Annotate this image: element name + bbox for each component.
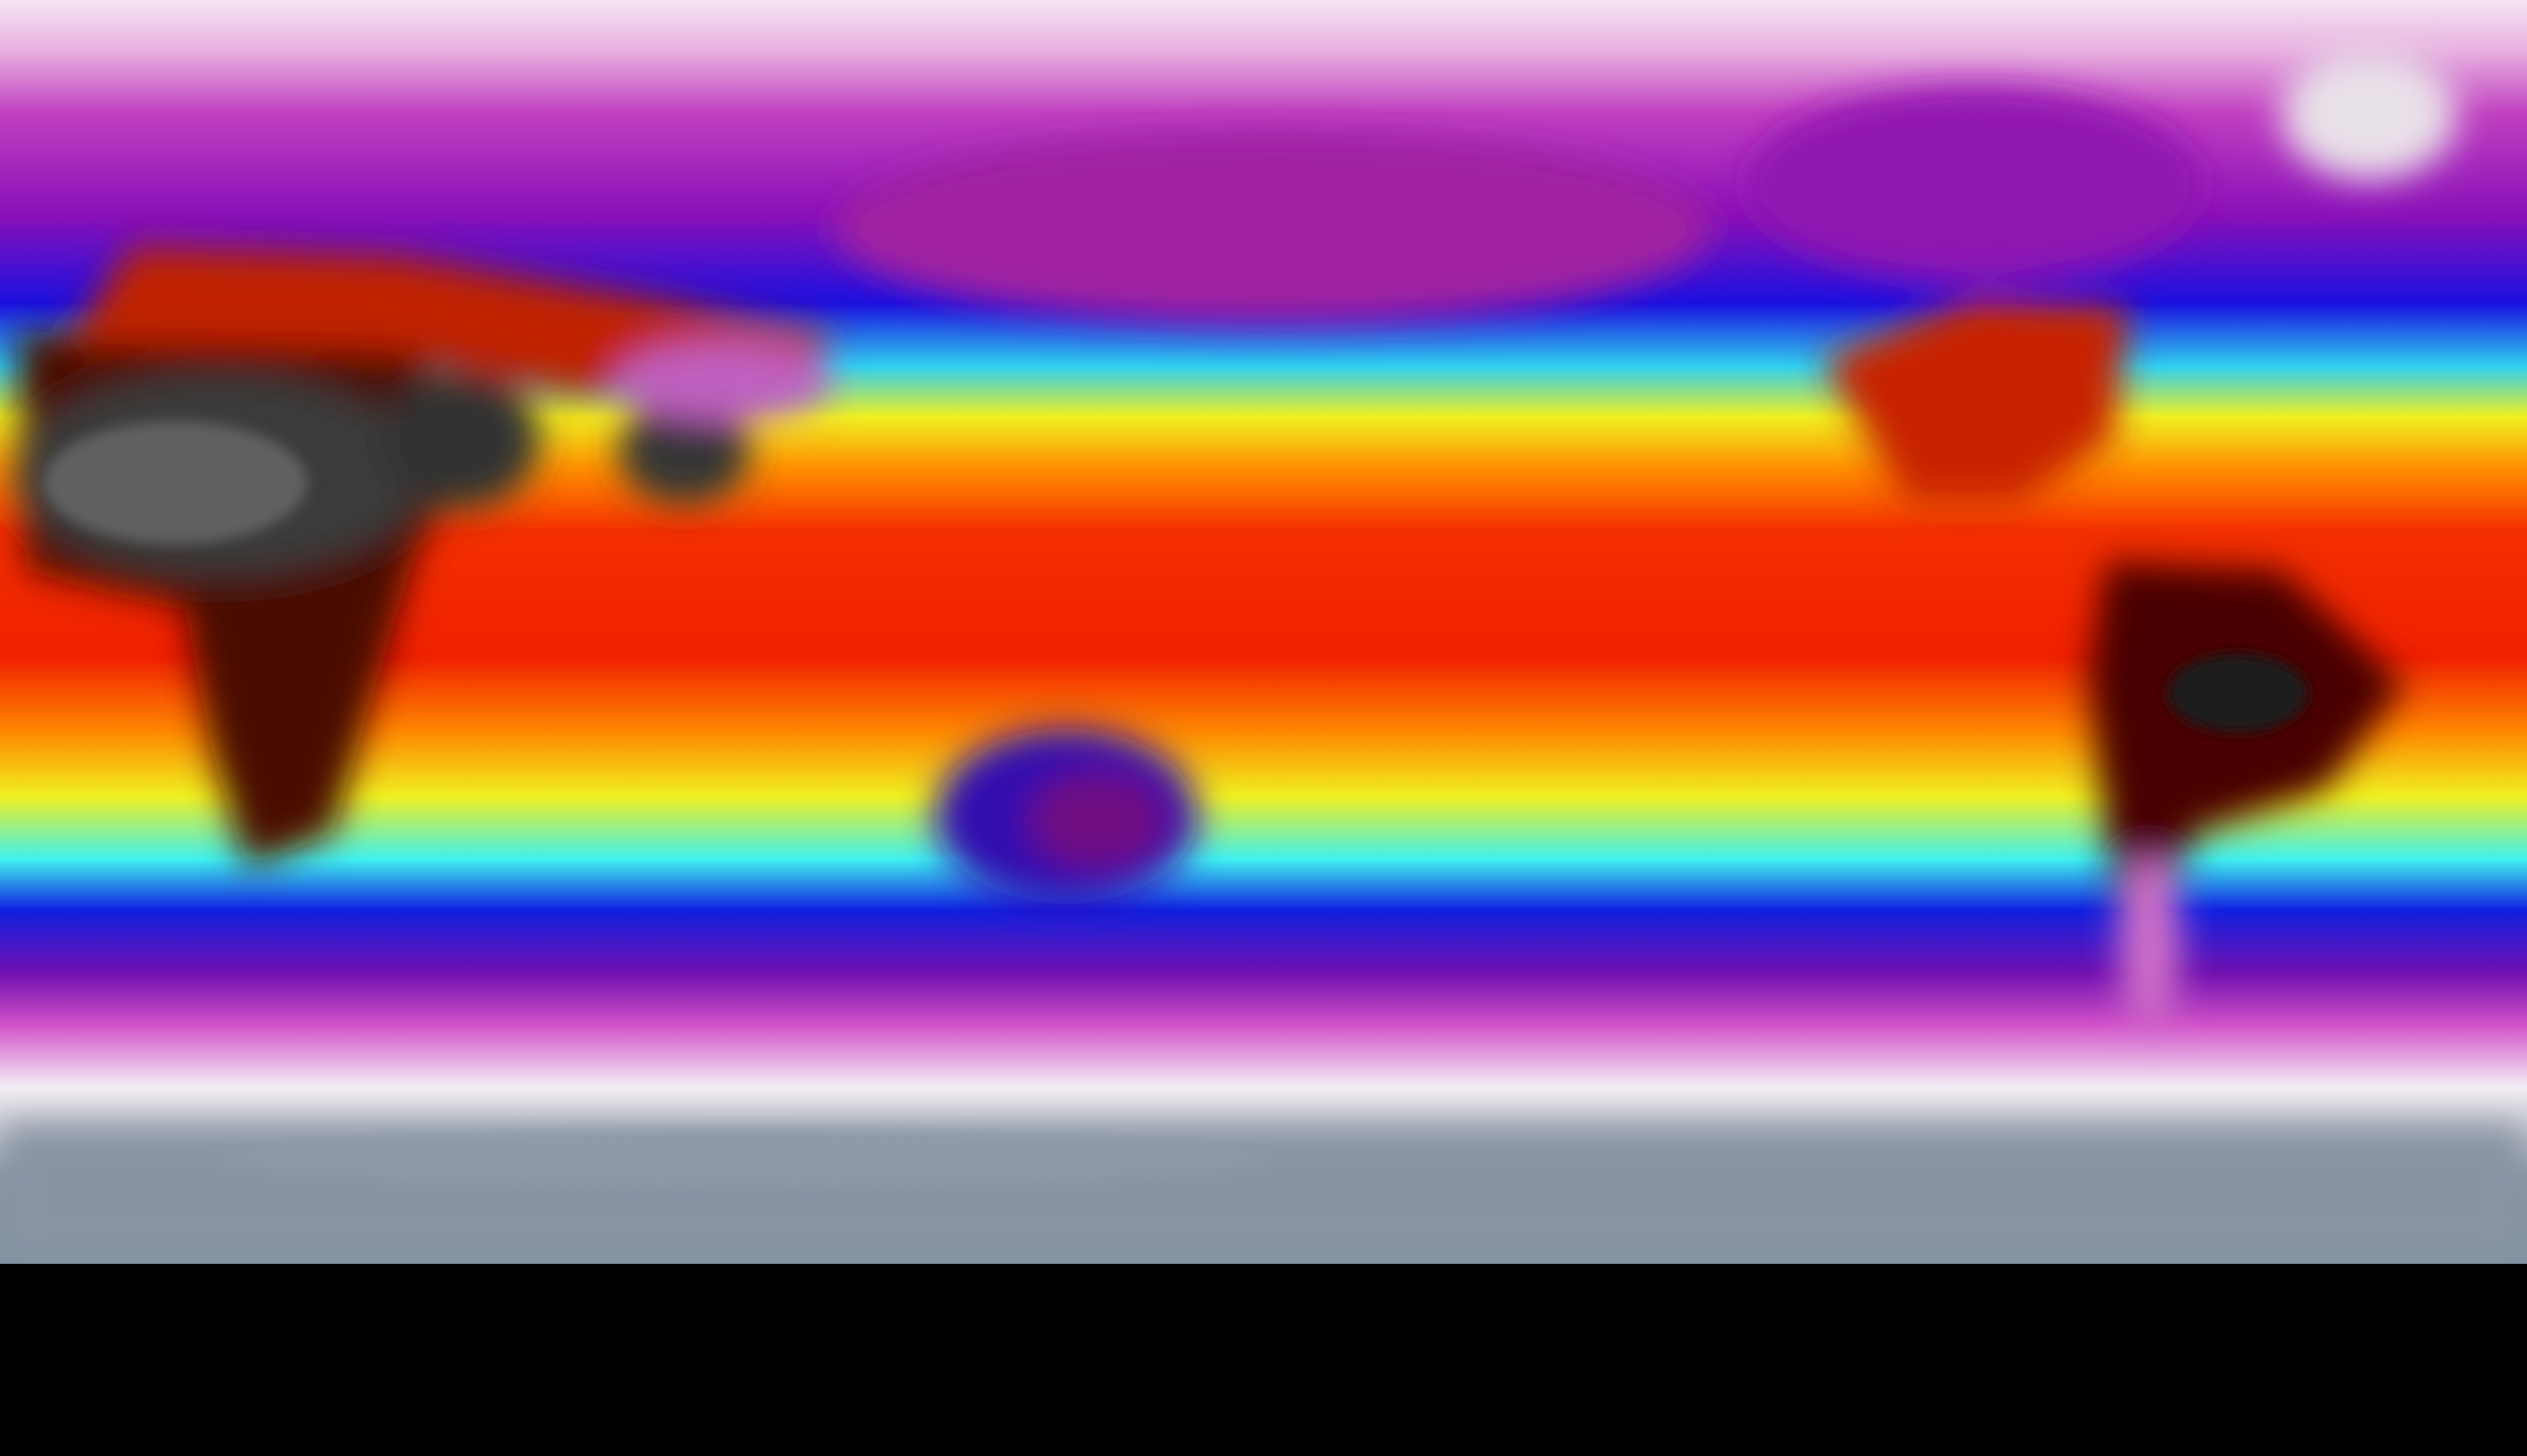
amazon-core <box>2167 653 2308 733</box>
greenland <box>2281 48 2457 180</box>
north-america <box>1820 298 2128 505</box>
sahara-core <box>43 421 307 544</box>
australia-interior <box>1026 772 1167 869</box>
north-america-north <box>1746 87 2203 281</box>
temperature-map <box>0 0 2527 1264</box>
arabia <box>382 368 540 509</box>
antarctic-ice <box>219 1132 1273 1185</box>
patagonia <box>2119 855 2181 1031</box>
siberia <box>833 131 1711 325</box>
tibet <box>614 342 834 421</box>
india <box>618 399 751 505</box>
